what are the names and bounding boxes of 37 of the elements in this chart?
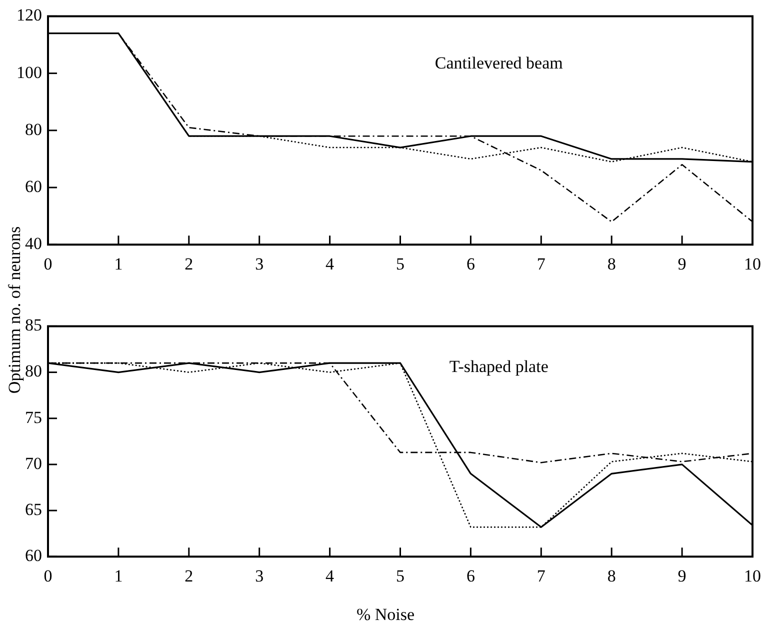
x-tick-label: 10 bbox=[744, 566, 761, 586]
y-tick-label: 85 bbox=[25, 316, 42, 335]
x-tick-label: 2 bbox=[184, 254, 194, 274]
annotation: T-shaped plate bbox=[449, 357, 548, 376]
x-tick-label: 8 bbox=[607, 566, 616, 586]
x-tick-label: 6 bbox=[466, 566, 475, 586]
x-tick-label: 8 bbox=[607, 254, 616, 274]
y-tick-label: 60 bbox=[25, 176, 42, 196]
x-tick-label: 7 bbox=[536, 254, 546, 274]
x-tick-label: 0 bbox=[44, 566, 52, 586]
x-tick-label: 9 bbox=[678, 566, 686, 586]
x-tick-label: 1 bbox=[114, 254, 123, 274]
y-tick-label: 75 bbox=[25, 408, 42, 427]
x-tick-label: 10 bbox=[744, 254, 761, 274]
y-tick-label: 40 bbox=[25, 234, 42, 254]
x-tick-label: 3 bbox=[255, 566, 264, 586]
y-tick-label: 80 bbox=[25, 120, 42, 139]
x-tick-label: 4 bbox=[326, 566, 335, 586]
x-tick-label: 5 bbox=[396, 254, 404, 274]
y-tick-label: 80 bbox=[25, 362, 42, 381]
x-tick-label: 9 bbox=[678, 254, 686, 274]
y-tick-label: 100 bbox=[16, 62, 42, 82]
x-tick-label: 1 bbox=[114, 566, 123, 586]
x-tick-label: 7 bbox=[536, 566, 546, 586]
x-axis-title: % Noise bbox=[355, 605, 416, 625]
y-axis-title: Optimum no. of neurons bbox=[5, 225, 25, 396]
y-tick-label: 60 bbox=[25, 546, 42, 566]
x-tick-label: 0 bbox=[44, 254, 52, 274]
x-tick-label: 5 bbox=[396, 566, 404, 586]
x-tick-label: 2 bbox=[184, 566, 194, 586]
x-tick-label: 3 bbox=[255, 254, 264, 274]
annotation: Cantilevered beam bbox=[434, 54, 563, 73]
y-tick-label: 65 bbox=[25, 500, 42, 519]
x-tick-label: 6 bbox=[466, 254, 475, 274]
x-tick-label: 4 bbox=[326, 254, 335, 274]
y-tick-label: 120 bbox=[16, 6, 42, 25]
y-tick-label: 70 bbox=[25, 454, 42, 473]
